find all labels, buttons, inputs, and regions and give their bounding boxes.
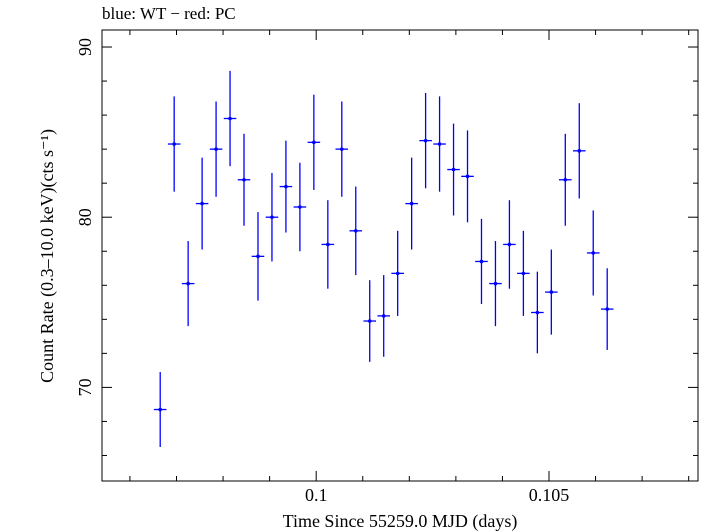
point-marker bbox=[270, 215, 274, 220]
data-point bbox=[433, 96, 446, 192]
point-marker bbox=[172, 142, 176, 146]
point-marker bbox=[409, 201, 414, 206]
point-marker bbox=[214, 147, 218, 151]
data-point bbox=[377, 275, 390, 357]
x-axis-label: Time Since 55259.0 MJD (days) bbox=[283, 511, 518, 532]
data-point bbox=[209, 101, 223, 197]
point-marker bbox=[563, 177, 568, 182]
point-marker bbox=[326, 242, 330, 247]
point-marker bbox=[549, 290, 554, 294]
point-marker bbox=[605, 307, 610, 311]
data-point bbox=[349, 186, 363, 276]
data-point bbox=[251, 212, 265, 301]
data-point bbox=[307, 94, 321, 190]
point-marker bbox=[465, 174, 470, 179]
chart-title: blue: WT − red: PC bbox=[102, 4, 236, 23]
data-point bbox=[223, 70, 237, 167]
data-point bbox=[475, 218, 488, 305]
x-tick-label: 0.105 bbox=[529, 485, 570, 505]
data-point bbox=[265, 172, 279, 262]
point-marker bbox=[353, 229, 358, 233]
data-point bbox=[391, 230, 404, 316]
point-marker bbox=[591, 251, 596, 255]
data-point bbox=[167, 96, 181, 192]
point-marker bbox=[423, 138, 428, 143]
data-point bbox=[503, 200, 516, 289]
data-point bbox=[419, 92, 432, 189]
point-marker bbox=[451, 167, 456, 172]
point-marker bbox=[381, 314, 386, 318]
tick-labels: 0.1 0.105 70 80 90 bbox=[75, 38, 569, 505]
plot-frame bbox=[101, 29, 699, 482]
y-axis-label: Count Rate (0.3–10.0 keV)(cts s⁻¹) bbox=[37, 129, 58, 383]
data-point bbox=[489, 241, 502, 327]
point-marker bbox=[493, 281, 498, 286]
point-marker bbox=[437, 142, 442, 146]
data-point bbox=[321, 200, 335, 289]
data-points bbox=[153, 70, 614, 447]
point-marker bbox=[507, 242, 512, 247]
point-marker bbox=[479, 259, 484, 264]
data-point bbox=[181, 241, 195, 327]
data-point bbox=[545, 249, 558, 335]
point-marker bbox=[158, 407, 163, 412]
point-marker bbox=[521, 271, 526, 276]
data-point bbox=[461, 130, 474, 223]
data-point bbox=[195, 157, 209, 250]
point-marker bbox=[186, 281, 190, 286]
point-marker bbox=[284, 184, 288, 189]
data-point bbox=[572, 103, 586, 199]
x-tick-label: 0.1 bbox=[305, 485, 328, 505]
point-marker bbox=[535, 310, 540, 315]
y-tick-label: 80 bbox=[75, 208, 95, 226]
data-point bbox=[335, 101, 349, 197]
axis-ticks bbox=[102, 30, 698, 481]
data-point bbox=[405, 157, 418, 250]
data-point bbox=[517, 230, 530, 316]
data-point bbox=[600, 268, 614, 350]
point-marker bbox=[242, 177, 246, 182]
point-marker bbox=[200, 201, 204, 206]
data-point bbox=[237, 133, 251, 226]
y-tick-label: 70 bbox=[75, 378, 95, 396]
point-marker bbox=[339, 147, 344, 151]
data-point bbox=[559, 133, 572, 226]
data-point bbox=[153, 372, 167, 447]
point-marker bbox=[298, 205, 302, 209]
point-marker bbox=[367, 319, 372, 323]
data-point bbox=[279, 140, 293, 233]
point-marker bbox=[256, 254, 260, 259]
y-tick-label: 90 bbox=[75, 38, 95, 56]
point-marker bbox=[395, 271, 400, 276]
point-marker bbox=[577, 149, 582, 153]
data-point bbox=[447, 123, 460, 216]
data-point bbox=[293, 162, 307, 252]
point-marker bbox=[312, 140, 316, 145]
data-point bbox=[531, 271, 544, 354]
data-point bbox=[363, 280, 377, 362]
point-marker bbox=[228, 116, 232, 121]
data-point bbox=[586, 210, 600, 296]
